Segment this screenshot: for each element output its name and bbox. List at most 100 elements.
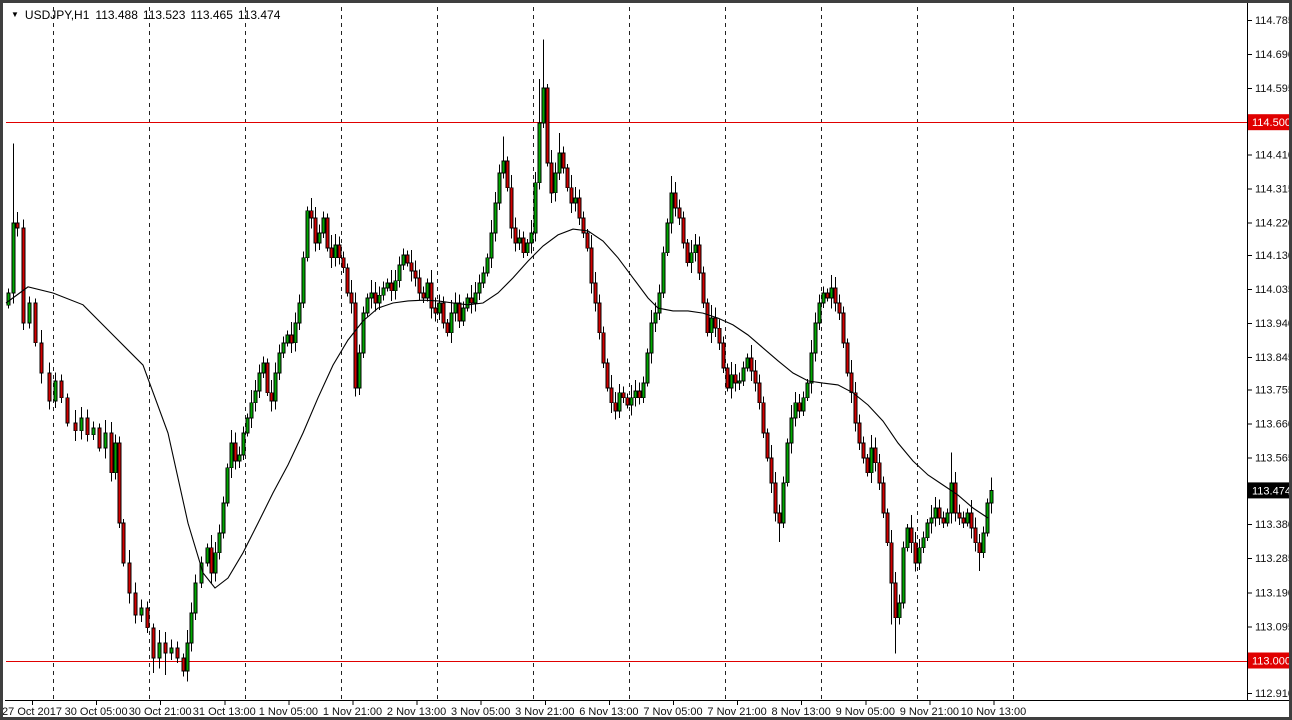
candle <box>813 312 818 362</box>
candle <box>289 322 294 354</box>
candle <box>605 358 610 392</box>
candle-body-bull <box>213 552 218 574</box>
candle-body-bull <box>245 417 250 434</box>
candle-body-bear <box>577 197 582 219</box>
candle-body-bull <box>365 297 370 314</box>
candle <box>569 174 574 214</box>
candle-body-bear <box>581 217 586 234</box>
candle <box>617 384 622 418</box>
quote-low: 113.465 <box>190 8 233 22</box>
candle-body-bear <box>889 542 894 584</box>
candle <box>273 362 278 410</box>
candle-body-bear <box>937 507 942 519</box>
candle <box>181 653 186 677</box>
candle-body-bull <box>401 254 406 266</box>
candle-body-bull <box>297 302 302 324</box>
candle <box>485 253 490 277</box>
candle-body-bull <box>557 152 562 174</box>
candle-body-bear <box>913 542 918 564</box>
candle-body-bear <box>721 342 726 369</box>
candle-body-bear <box>373 292 378 304</box>
candle-body-bull <box>869 447 874 474</box>
candle <box>109 422 114 482</box>
candle <box>721 336 726 374</box>
candle <box>857 414 862 450</box>
candle-body-bear <box>885 512 890 544</box>
candle-body-bear <box>865 457 870 474</box>
candle-body-bear <box>117 442 122 524</box>
candle-body-bull <box>541 87 546 124</box>
candle-body-bull <box>293 322 298 344</box>
candle <box>557 132 562 181</box>
candle <box>597 294 602 340</box>
candle-body-bull <box>185 642 190 672</box>
time-tick-label: 27 Oct 2017 <box>3 706 62 718</box>
candle <box>685 238 690 267</box>
candle <box>957 504 962 525</box>
candle-body-bull <box>53 380 58 402</box>
candle-body-bull <box>369 292 374 299</box>
candle <box>233 432 238 470</box>
time-tick-label: 30 Oct 21:00 <box>129 706 192 718</box>
current-price-tag-label: 113.474 <box>1252 485 1291 497</box>
candle-body-bear <box>893 582 898 619</box>
candle-body-bear <box>309 210 314 219</box>
candle-body-bull <box>689 252 694 264</box>
candle-body-bear <box>845 342 850 374</box>
candle-body-bear <box>85 417 90 436</box>
candle <box>449 300 454 344</box>
current-price-tag <box>1248 482 1289 499</box>
candle <box>139 599 144 622</box>
candle-body-bear <box>73 422 78 432</box>
price-tick-label: 113.660 <box>1255 419 1292 431</box>
candle-body-bull <box>281 342 286 354</box>
candle <box>821 286 826 309</box>
candle <box>549 150 554 204</box>
candle <box>481 266 486 289</box>
price-tick-label: 113.380 <box>1255 519 1292 531</box>
candle <box>741 361 746 387</box>
candle <box>801 391 806 417</box>
one-click-trading-triangle-icon[interactable]: ▼ <box>11 10 19 19</box>
price-tick-label: 113.095 <box>1255 621 1292 633</box>
price-tick-label: 113.940 <box>1255 318 1292 330</box>
candle-body-bull <box>649 322 654 354</box>
candle <box>653 302 658 332</box>
candle-body-bull <box>437 302 442 314</box>
candle <box>905 523 910 552</box>
candle <box>649 310 654 364</box>
candle-body-bear <box>589 247 594 284</box>
candle-body-bear <box>677 207 682 219</box>
price-tick-label: 114.410 <box>1255 150 1292 162</box>
candle-body-bear <box>609 387 614 404</box>
candle <box>445 318 450 337</box>
candle-body-bear <box>841 312 846 344</box>
time-tick-label: 3 Nov 05:00 <box>451 706 510 718</box>
candle-body-bear <box>433 307 438 314</box>
candle <box>925 518 930 542</box>
candle <box>585 228 590 252</box>
candle-body-bear <box>941 517 946 524</box>
candle <box>713 307 718 337</box>
time-tick-label: 10 Nov 13:00 <box>961 706 1026 718</box>
candle-body-bull <box>669 192 674 224</box>
candle <box>337 236 342 265</box>
candle-body-bull <box>989 489 994 504</box>
candle <box>317 224 322 251</box>
price-tick-label: 114.690 <box>1255 49 1292 61</box>
candle-body-bull <box>393 280 398 292</box>
candle <box>313 207 318 252</box>
candle <box>845 338 850 377</box>
candle-body-bull <box>693 244 698 254</box>
candle-body-bear <box>209 547 214 574</box>
candle-body-bull <box>257 372 262 392</box>
price-chart[interactable]: 114.785 114.690 114.595 114.410 114.315 114.2… <box>3 3 1292 720</box>
candle <box>881 476 886 519</box>
candle <box>777 504 782 543</box>
candle-body-bull <box>729 374 734 389</box>
candle <box>15 212 20 237</box>
candle-body-bull <box>517 237 522 244</box>
candle-body-bull <box>27 302 32 324</box>
candle <box>341 251 346 274</box>
candle <box>753 360 758 392</box>
